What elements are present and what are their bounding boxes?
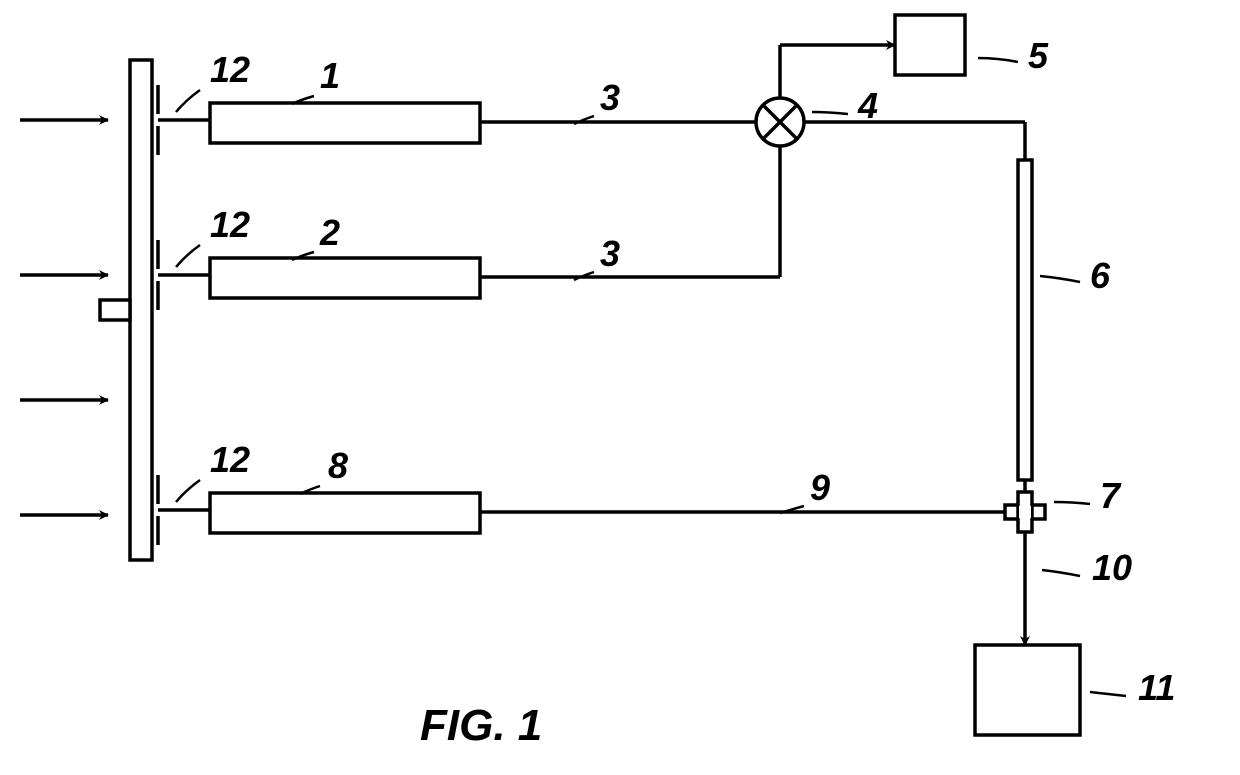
leader-6 [1040, 276, 1080, 282]
block-11 [975, 645, 1080, 735]
figure-diagram: 12833456791011121212 FIG. 1 [0, 0, 1240, 775]
label-7: 7 [1100, 475, 1122, 516]
label-5: 5 [1028, 35, 1049, 76]
label-2: 2 [319, 212, 340, 253]
block-5 [895, 15, 965, 75]
leader-11 [1090, 692, 1126, 696]
tee-7-cap [1019, 506, 1031, 518]
leader-12c [176, 480, 200, 502]
block-8 [210, 493, 480, 533]
label-12b: 12 [210, 204, 250, 245]
block-2 [210, 258, 480, 298]
leader-7 [1054, 502, 1090, 504]
figure-title: FIG. 1 [420, 701, 542, 750]
tube-6 [1018, 160, 1032, 480]
label-12a: 12 [210, 49, 250, 90]
leader-4 [812, 112, 848, 114]
label-3b: 3 [600, 233, 620, 274]
manifold-plate [130, 60, 152, 560]
label-6: 6 [1090, 255, 1111, 296]
label-4: 4 [857, 85, 878, 126]
block-1 [210, 103, 480, 143]
label-1: 1 [320, 55, 340, 96]
label-10: 10 [1092, 547, 1132, 588]
leader-12a [176, 90, 200, 112]
label-9: 9 [810, 467, 830, 508]
leader-12b [176, 245, 200, 267]
manifold-hub [100, 300, 130, 320]
label-3a: 3 [600, 77, 620, 118]
label-8: 8 [328, 445, 348, 486]
leader-10 [1042, 570, 1080, 576]
label-12c: 12 [210, 439, 250, 480]
label-11: 11 [1138, 667, 1175, 708]
leader-5 [978, 58, 1018, 62]
